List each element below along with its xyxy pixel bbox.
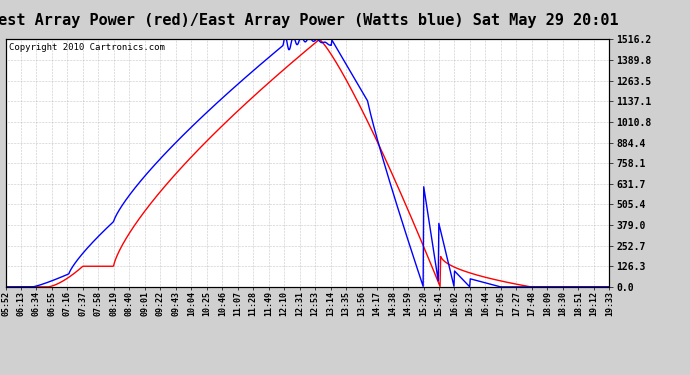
Text: Copyright 2010 Cartronics.com: Copyright 2010 Cartronics.com — [8, 43, 164, 52]
Text: West Array Power (red)/East Array Power (Watts blue) Sat May 29 20:01: West Array Power (red)/East Array Power … — [0, 13, 618, 28]
